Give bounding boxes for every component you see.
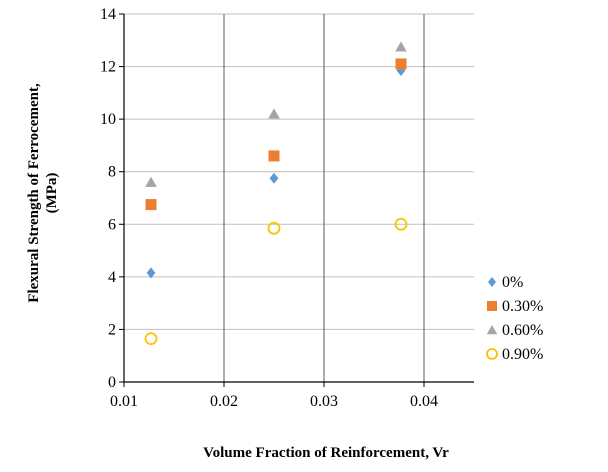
data-point-series-2 — [268, 108, 280, 119]
x-tick-label: 0.02 — [210, 393, 238, 410]
y-tick-label: 14 — [100, 6, 116, 23]
legend-label-0: 0% — [502, 274, 523, 291]
data-point-series-0 — [269, 172, 279, 184]
data-point-series-0 — [396, 65, 406, 77]
y-tick-label: 2 — [108, 321, 116, 338]
y-tick-label: 6 — [108, 216, 116, 233]
legend-marker-2 — [486, 325, 498, 335]
data-point-series-3 — [144, 332, 158, 346]
x-tick-label: 0.01 — [110, 393, 138, 410]
legend-label-1: 0.30% — [502, 298, 543, 315]
data-point-series-3 — [267, 221, 281, 235]
legend-marker-3 — [486, 348, 498, 360]
data-point-series-1 — [268, 150, 280, 162]
legend-marker-1 — [487, 301, 497, 311]
y-tick-label: 8 — [108, 164, 116, 181]
y-tick-label: 12 — [100, 59, 116, 76]
y-tick-label: 10 — [100, 111, 116, 128]
x-tick-label: 0.03 — [310, 393, 338, 410]
grid-lines — [124, 13, 474, 382]
x-axis-title: Volume Fraction of Reinforcement, Vr — [203, 445, 449, 461]
x-tick-label: 0.04 — [410, 393, 438, 410]
data-point-series-2 — [145, 176, 157, 187]
data-point-series-0 — [146, 267, 156, 279]
data-point-series-1 — [145, 199, 157, 211]
y-axis-title: Flexural Strength of Ferrocement, (MPa) — [26, 83, 60, 303]
data-points — [144, 41, 408, 346]
data-point-series-2 — [395, 41, 407, 52]
y-axis-title-line-2: (MPa) — [44, 173, 60, 214]
y-axis-title-line-1: Flexural Strength of Ferrocement, — [26, 83, 42, 303]
tick-labels: 0 2 4 6 8 10 12 14 0.01 0.02 0.03 0.04 — [100, 6, 438, 410]
y-tick-label: 4 — [108, 269, 116, 286]
y-tick-label: 0 — [108, 374, 116, 391]
data-point-series-1 — [395, 58, 407, 70]
legend-label-2: 0.60% — [502, 322, 543, 339]
axes — [119, 13, 474, 387]
legend-label-3: 0.90% — [502, 346, 543, 363]
legend-marker-0 — [488, 277, 496, 287]
legend: 0% 0.30% 0.60% 0.90% — [486, 274, 543, 363]
data-point-series-3 — [394, 217, 408, 231]
